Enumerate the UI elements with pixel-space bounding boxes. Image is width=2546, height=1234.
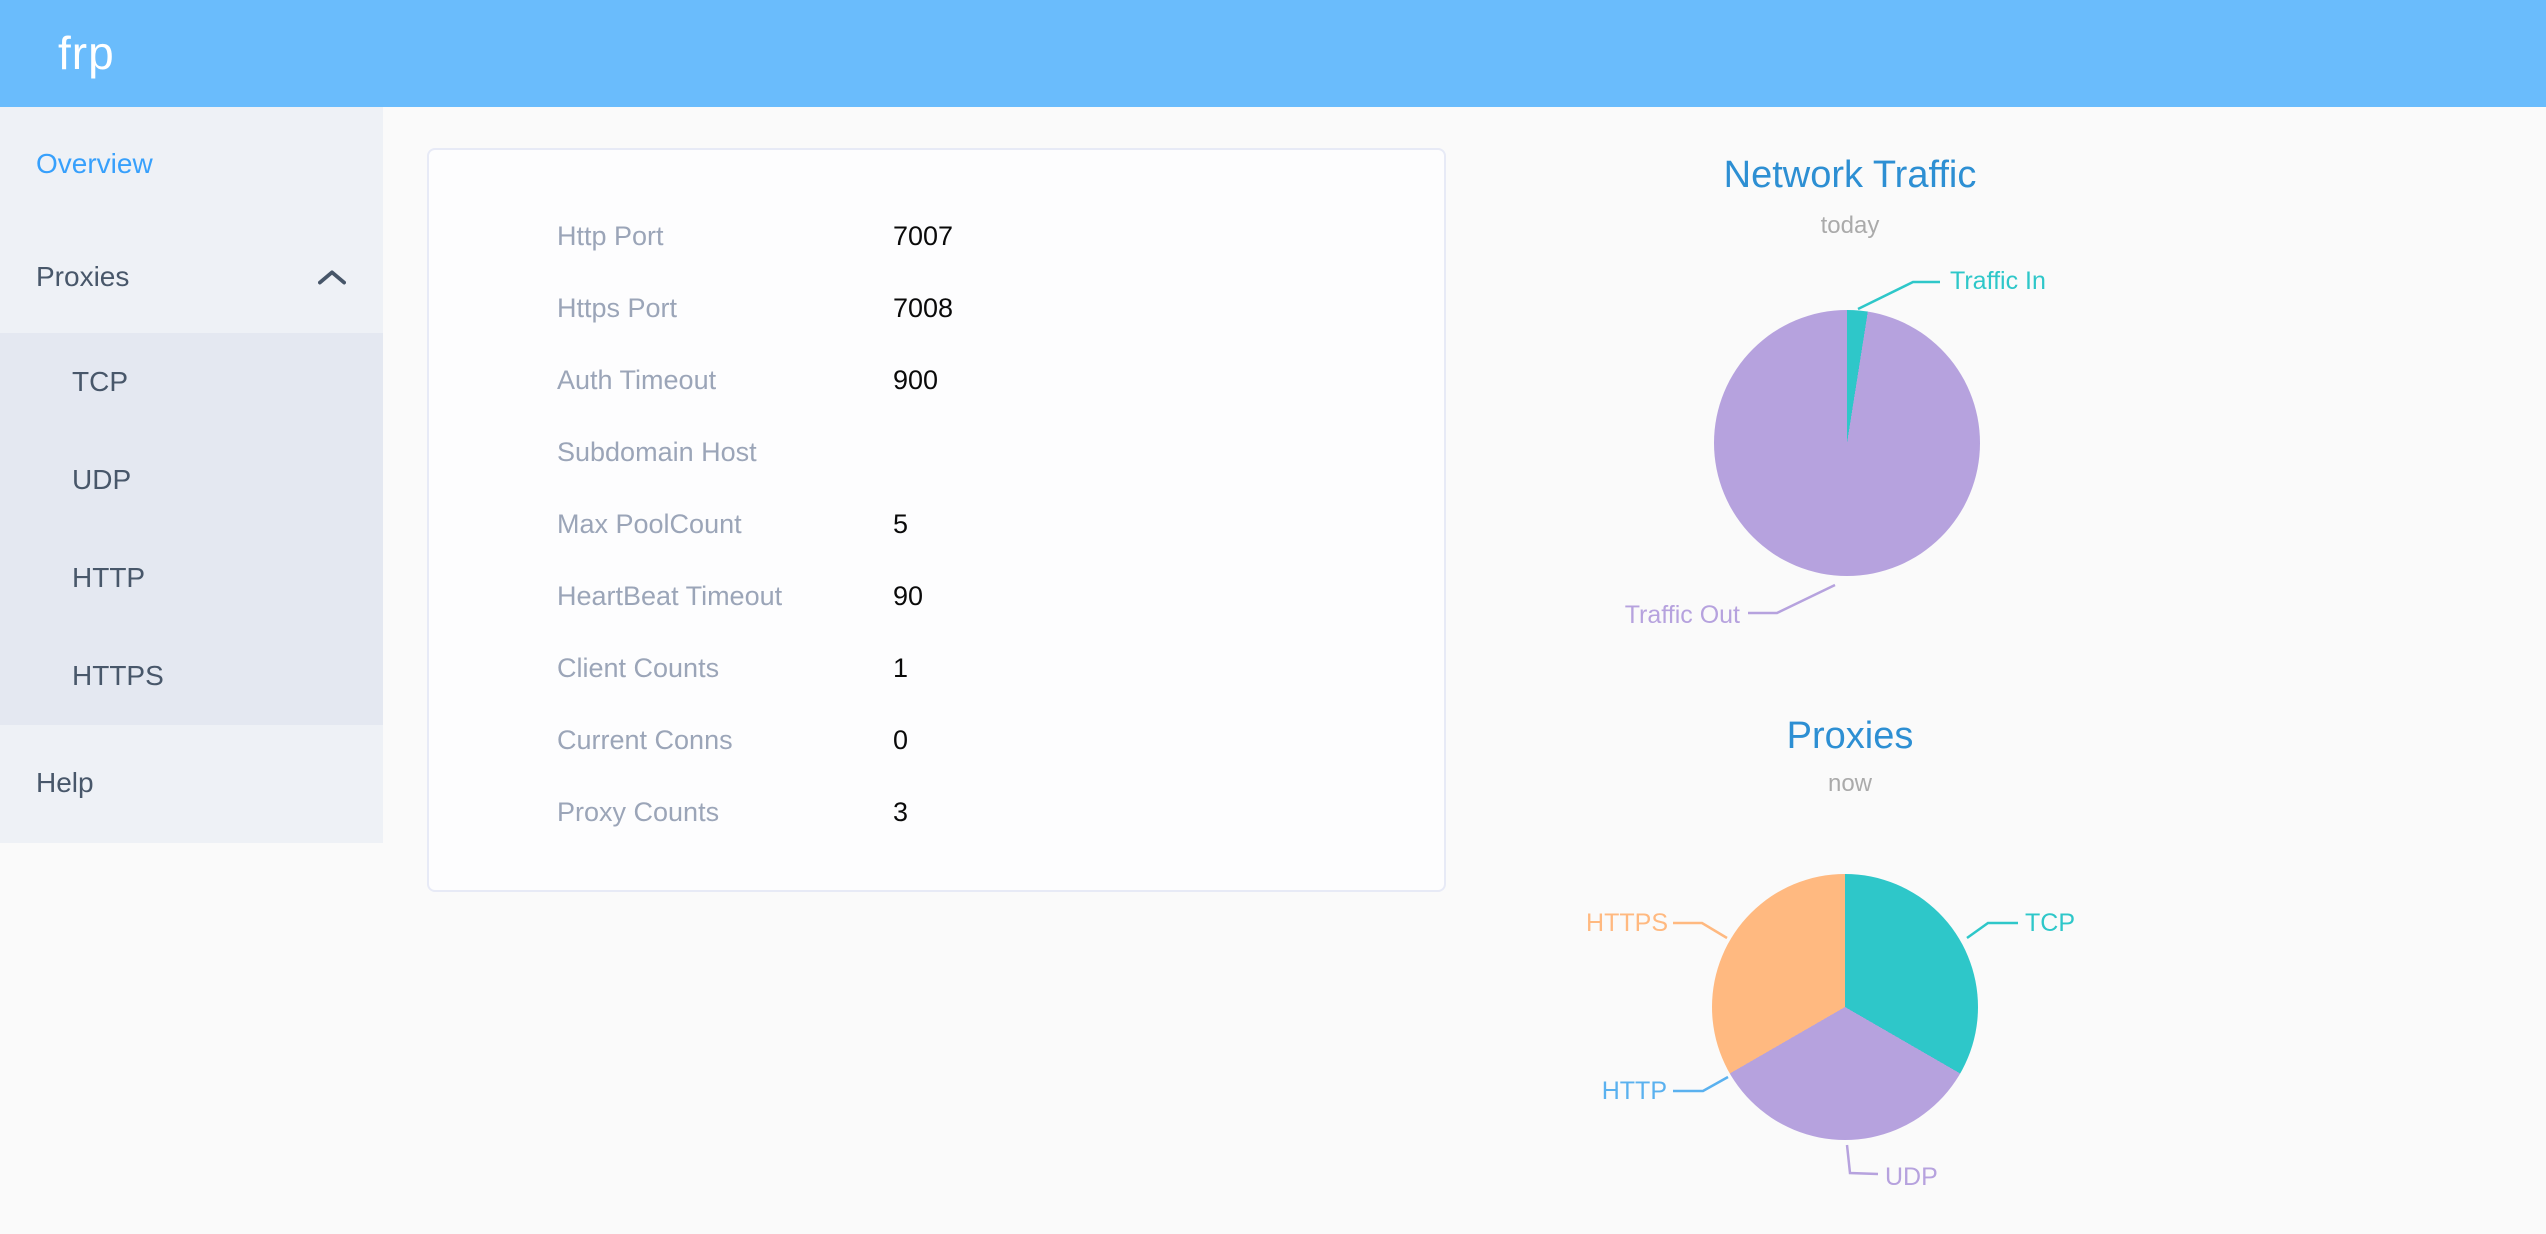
config-value: 0 — [893, 724, 909, 755]
config-row-client-counts: Client Counts 1 — [429, 632, 1444, 704]
config-label: Client Counts — [557, 652, 720, 683]
config-value: 90 — [893, 580, 924, 611]
config-row-subdomain-host: Subdomain Host — [429, 416, 1444, 488]
config-value: 900 — [893, 364, 939, 395]
config-label: HeartBeat Timeout — [557, 580, 783, 611]
config-value: 3 — [893, 796, 909, 827]
app-logo[interactable]: frp — [58, 27, 115, 79]
network-traffic-chart: Network Traffic today Traffic In Traffic… — [1530, 140, 2170, 670]
sidebar-item-http[interactable]: HTTP — [0, 529, 383, 627]
sidebar: Overview Proxies TCP UDP HTTP HTTPS Help — [0, 107, 383, 843]
pie-label-https: HTTPS — [1586, 909, 1668, 937]
config-value: 5 — [893, 508, 909, 539]
config-row-max-poolcount: Max PoolCount 5 — [429, 488, 1444, 560]
config-row-current-conns: Current Conns 0 — [429, 704, 1444, 776]
sidebar-item-udp[interactable]: UDP — [0, 431, 383, 529]
config-row-auth-timeout: Auth Timeout 900 — [429, 344, 1444, 416]
sidebar-item-label: HTTPS — [72, 660, 164, 691]
chart-title: Proxies — [1786, 715, 1914, 757]
chart-subtitle: today — [1820, 212, 1880, 239]
sidebar-item-label: UDP — [72, 464, 132, 495]
proxies-pie[interactable] — [1712, 874, 1978, 1140]
config-row-heartbeat-timeout: HeartBeat Timeout 90 — [429, 560, 1444, 632]
sidebar-item-label: TCP — [72, 366, 128, 397]
sidebar-item-proxies[interactable]: Proxies — [0, 220, 383, 333]
config-label: Https Port — [557, 292, 678, 323]
config-label: Subdomain Host — [557, 436, 757, 467]
sidebar-item-overview[interactable]: Overview — [0, 107, 383, 220]
proxies-chart: Proxies now TCP UDP HTTP HTTPS — [1530, 690, 2170, 1234]
sidebar-submenu-proxies: TCP UDP HTTP HTTPS — [0, 333, 383, 725]
config-row-proxy-counts: Proxy Counts 3 — [429, 776, 1444, 848]
config-label: Max PoolCount — [557, 508, 742, 539]
network-traffic-pie[interactable] — [1714, 310, 1980, 576]
sidebar-item-label: Overview — [36, 147, 153, 179]
sidebar-item-https[interactable]: HTTPS — [0, 627, 383, 725]
pie-label-traffic-out: Traffic Out — [1624, 601, 1740, 629]
sidebar-item-tcp[interactable]: TCP — [0, 333, 383, 431]
config-label: Auth Timeout — [557, 364, 717, 395]
pie-label-http: HTTP — [1601, 1077, 1667, 1105]
config-label: Current Conns — [557, 724, 733, 755]
config-label: Http Port — [557, 220, 664, 251]
config-value: 7008 — [893, 292, 954, 323]
config-label: Proxy Counts — [557, 796, 720, 827]
chevron-up-icon — [318, 269, 346, 284]
app-header: frp — [0, 0, 2546, 107]
sidebar-item-label: HTTP — [72, 562, 146, 593]
sidebar-item-help[interactable]: Help — [0, 725, 383, 841]
pie-label-udp: UDP — [1885, 1163, 1938, 1191]
sidebar-item-label: Proxies — [36, 260, 130, 292]
config-row-http-port: Http Port 7007 — [429, 200, 1444, 272]
pie-label-traffic-in: Traffic In — [1950, 267, 2046, 295]
sidebar-item-label: Help — [36, 767, 94, 798]
chart-subtitle: now — [1827, 770, 1873, 797]
config-value: 1 — [893, 652, 909, 683]
chart-title: Network Traffic — [1723, 154, 1977, 196]
pie-label-tcp: TCP — [2025, 909, 2075, 937]
server-info-card: Http Port 7007 Https Port 7008 Auth Time… — [427, 148, 1446, 892]
config-value: 7007 — [893, 220, 954, 251]
config-row-https-port: Https Port 7008 — [429, 272, 1444, 344]
